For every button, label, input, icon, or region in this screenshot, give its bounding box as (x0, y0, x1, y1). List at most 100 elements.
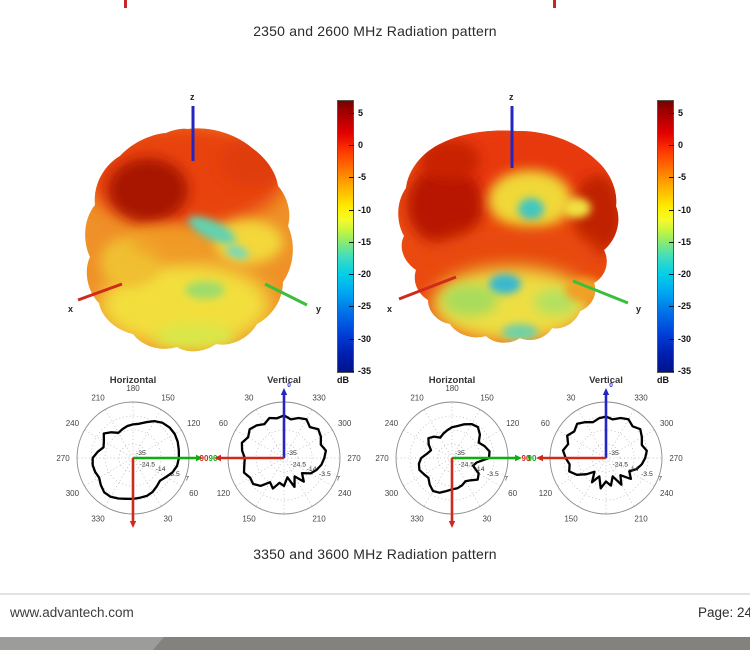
colorbar-tick (669, 177, 674, 179)
angle-label: 210 (312, 515, 326, 524)
colorbar-tick (349, 145, 354, 147)
angle-label: 240 (660, 489, 674, 498)
colorbar-tick (349, 209, 354, 211)
angle-label: 150 (564, 515, 578, 524)
colorbar-tick-label: -35 (678, 366, 692, 376)
colorbar-tick (349, 241, 354, 243)
x-axis-line (398, 275, 457, 301)
cutoff-red-text-mark (124, 0, 127, 8)
colorbar-gradient (657, 100, 674, 373)
colorbar-right: 5 0 -5 -10 -15 -20 -25 -30 -35 (657, 100, 699, 376)
colorbar-tick (669, 371, 674, 372)
polar-title: Vertical (267, 375, 301, 386)
angle-label: 210 (410, 393, 424, 402)
angle-label: 330 (410, 515, 424, 524)
colorbar-tick (669, 274, 674, 276)
polar-plot-vertical-1: 0 90 330 300 270 240 210 150 120 60 30 -35 -24.5-14-… (200, 375, 362, 524)
angle-label: 30 (245, 393, 254, 402)
axis-tip-label: 0 (287, 382, 291, 389)
polar-title: Vertical (589, 375, 623, 386)
angle-label: 270 (669, 454, 683, 463)
colorbar-tick (349, 112, 354, 114)
colorbar-tick (669, 112, 674, 114)
colorbar-tick-label: -30 (358, 333, 372, 344)
colorbar-tick-label: -15 (678, 236, 692, 247)
angle-label: 150 (480, 393, 494, 402)
axis-tip-label: 0 (609, 382, 613, 389)
angle-label: 120 (187, 419, 201, 428)
angle-label: 210 (91, 393, 105, 402)
colorbar-tick-label: -5 (358, 172, 367, 183)
radiation-3d-plot-left: x y z (68, 92, 321, 352)
angle-label: 240 (66, 419, 80, 428)
colorbar-tick (669, 241, 674, 243)
axis-tip-label: 90 (209, 454, 218, 463)
axis-tip-label: 90 (200, 454, 209, 463)
angle-label: 120 (506, 419, 520, 428)
x-axis-label: x (387, 304, 392, 314)
colorbar-tick (349, 177, 354, 179)
colorbar-tick-label: -15 (358, 236, 372, 247)
angle-label: 120 (217, 489, 231, 498)
polar-axis-right (133, 454, 203, 462)
angle-label: 330 (312, 393, 326, 402)
polar-title: Horizontal (110, 375, 156, 386)
angle-label: 150 (242, 515, 256, 524)
angle-label: 180 (445, 384, 459, 393)
radiation-curve (91, 419, 181, 501)
angle-label: 30 (567, 393, 576, 402)
colorbar-unit-right: dB (657, 375, 669, 385)
angle-label: 300 (66, 489, 80, 498)
radial-tick-label: -14 (475, 466, 485, 473)
colorbar-tick (669, 209, 674, 211)
colorbar-tick (669, 306, 674, 308)
radial-tick-label: -24.5 (613, 462, 629, 469)
colorbar-tick-label: -10 (358, 204, 372, 215)
radiation-curve (561, 415, 648, 490)
polar-axis-up (602, 388, 610, 458)
polar-axis-left (214, 454, 284, 462)
polar-axis-right (452, 454, 522, 462)
colorbar-tick (349, 306, 354, 308)
angle-label: 30 (164, 515, 173, 524)
colorbar-left: 5 0 -5 -10 -15 -20 -25 -30 -35 (337, 100, 379, 376)
angle-label: 300 (338, 419, 352, 428)
axis-tip-label: 90 (522, 454, 531, 463)
colorbar-tick-label: -20 (358, 269, 372, 280)
footer-bar-accent (0, 637, 164, 650)
radial-tick-label: -3.5 (641, 471, 653, 478)
radial-tick-label: -14 (307, 466, 317, 473)
y-axis-line (264, 282, 308, 307)
footer-page-number: Page: 24 (697, 605, 750, 620)
angle-label: 300 (385, 489, 399, 498)
colorbar-tick-label: -35 (358, 366, 372, 376)
angle-label: 180 (126, 384, 140, 393)
colorbar-tick-label: 5 (678, 107, 684, 118)
polar-title: Horizontal (429, 375, 475, 386)
colorbar-gradient (337, 100, 354, 373)
radial-tick-label: -14 (629, 466, 639, 473)
z-axis-label: z (509, 92, 514, 102)
colorbar-tick-label: -25 (358, 301, 372, 312)
angle-label: 60 (219, 419, 228, 428)
footer-website-link[interactable]: www.advantech.com (10, 605, 134, 620)
angle-label: 330 (91, 515, 105, 524)
colorbar-tick-label: -5 (678, 172, 687, 183)
surface-blob (85, 128, 293, 352)
polar-plot-horizontal-1: 90 180 150 120 60 30 330 300 270 240 210 -35 -24.5-1… (56, 375, 218, 528)
angle-label: 30 (483, 515, 492, 524)
radial-tick-label: -3.5 (487, 471, 499, 478)
radial-tick-label: -3.5 (168, 471, 180, 478)
colorbar-tick-label: 0 (678, 140, 684, 151)
radial-tick-label: -3.5 (319, 471, 331, 478)
colorbar-tick (669, 145, 674, 147)
colorbar-tick-label: 0 (358, 140, 364, 151)
y-axis-label: y (636, 304, 641, 314)
polar-plot-horizontal-2: 90 180 150 120 60 30 330 300 270 240 210 -35 -24.5-1… (375, 375, 537, 528)
polar-axis-down (129, 458, 137, 528)
radial-tick-label: -35 (287, 450, 297, 457)
radial-tick-label: 7 (504, 475, 508, 482)
colorbar-unit-left: dB (337, 375, 349, 385)
colorbar-tick-label: 5 (358, 107, 364, 118)
